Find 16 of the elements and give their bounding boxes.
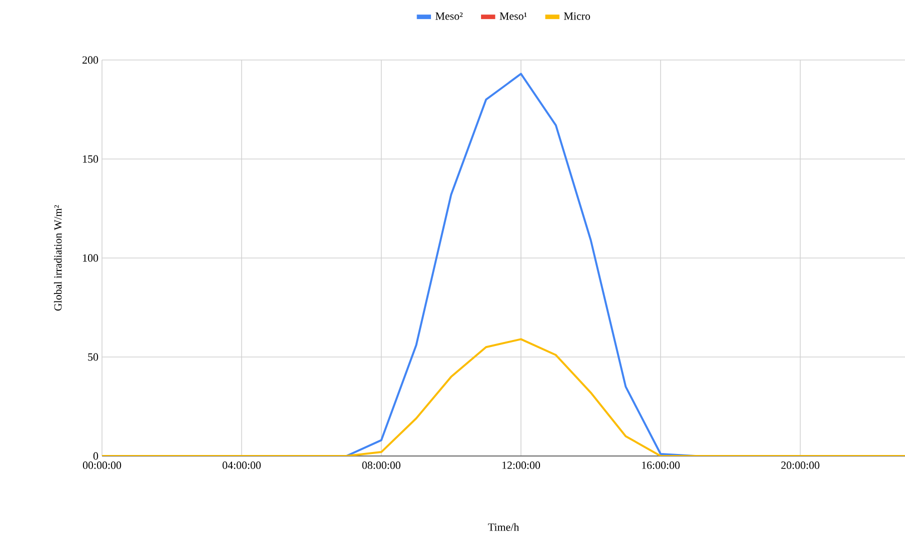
x-tick-label: 20:00:00 bbox=[781, 462, 820, 469]
x-tick-label: 08:00:00 bbox=[362, 462, 400, 469]
y-axis-title: Global irradiation W/m² bbox=[54, 205, 62, 311]
y-tick-label: 100 bbox=[83, 254, 98, 262]
legend-label: Meso² bbox=[436, 12, 463, 20]
x-tick-label: 16:00:00 bbox=[642, 462, 680, 469]
y-tick-label: 50 bbox=[88, 353, 98, 361]
y-tick-label: 0 bbox=[93, 452, 98, 460]
x-axis-title: Time/h bbox=[488, 523, 519, 531]
legend-label: Micro bbox=[564, 12, 590, 20]
legend-label: Meso¹ bbox=[500, 12, 527, 20]
y-tick-label: 150 bbox=[83, 155, 98, 163]
x-tick-label: 12:00:00 bbox=[502, 462, 540, 469]
y-tick-label: 200 bbox=[82, 56, 98, 64]
x-tick-label: 04:00:00 bbox=[222, 462, 261, 469]
x-tick-label: 00:00:00 bbox=[82, 462, 122, 469]
